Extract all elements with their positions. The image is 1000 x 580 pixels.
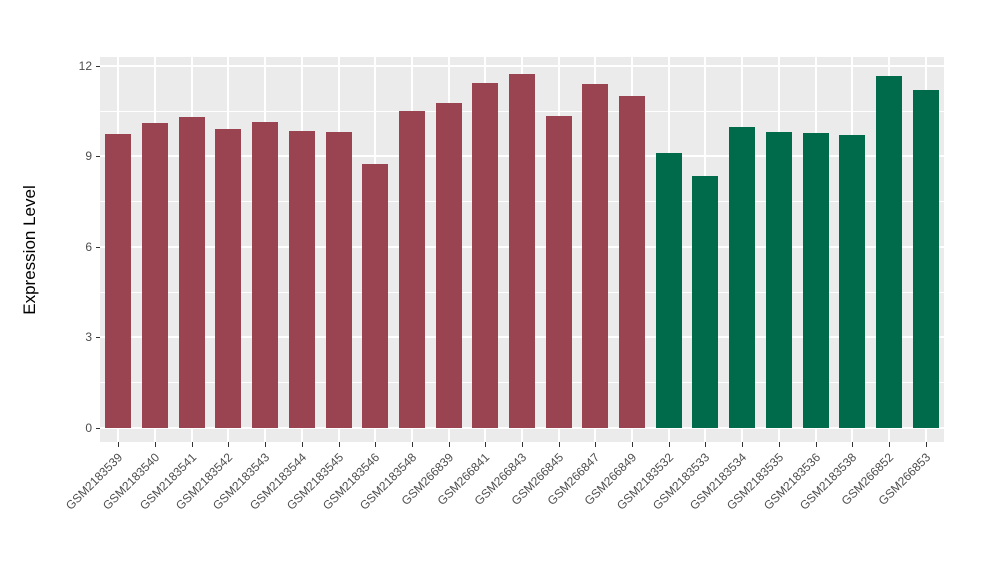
bar-GSM2183538 — [839, 135, 866, 428]
x-tick-mark — [411, 442, 413, 447]
y-tick-label: 9 — [85, 149, 92, 164]
bar-GSM2183541 — [178, 117, 205, 428]
bar-GSM266847 — [582, 84, 609, 428]
bar-GSM266849 — [619, 96, 646, 428]
x-tick-mark — [815, 442, 817, 447]
bar-GSM266839 — [435, 102, 462, 428]
x-tick-mark — [668, 442, 670, 447]
x-tick-mark — [191, 442, 193, 447]
bar-GSM2183539 — [105, 133, 132, 428]
y-tick-label: 12 — [78, 58, 92, 73]
bar-GSM266843 — [509, 74, 535, 428]
x-tick-mark — [595, 442, 597, 447]
x-tick-mark — [228, 442, 230, 447]
y-axis-title: Expression Level — [20, 185, 39, 315]
x-tick-mark — [558, 442, 560, 447]
bar-GSM2183532 — [655, 153, 682, 428]
x-tick-mark — [778, 442, 780, 447]
y-tick-label: 0 — [85, 421, 92, 435]
x-tick-mark — [888, 442, 890, 447]
bar-GSM2183540 — [142, 123, 169, 428]
bar-GSM2183544 — [288, 130, 315, 428]
bar-GSM2183545 — [325, 132, 352, 428]
x-tick-mark — [301, 442, 303, 447]
bar-GSM266845 — [545, 115, 572, 428]
y-tick-mark — [96, 65, 100, 67]
x-tick-mark — [705, 442, 707, 447]
x-tick-mark — [375, 442, 377, 447]
x-tick-mark — [265, 442, 267, 447]
bar-GSM266853 — [912, 90, 939, 428]
x-tick-mark — [338, 442, 340, 447]
plot-panel — [100, 57, 944, 442]
bar-GSM2183534 — [729, 126, 756, 428]
y-tick-mark — [96, 246, 100, 248]
y-tick-mark — [96, 156, 100, 158]
y-tick-label: 6 — [85, 239, 92, 254]
y-tick-label: 3 — [85, 330, 92, 345]
x-tick-mark — [852, 442, 854, 447]
bar-GSM2183533 — [692, 176, 719, 428]
x-tick-mark — [155, 442, 157, 447]
x-tick-mark — [485, 442, 487, 447]
x-tick-mark — [742, 442, 744, 447]
x-tick-mark — [925, 442, 927, 447]
y-tick-mark — [96, 337, 100, 339]
bar-GSM2183536 — [802, 132, 829, 428]
bar-GSM2183543 — [252, 121, 279, 428]
bar-GSM266852 — [875, 75, 902, 428]
x-tick-mark — [448, 442, 450, 447]
x-tick-mark — [118, 442, 120, 447]
bar-GSM2183542 — [215, 129, 242, 428]
y-tick-mark — [96, 428, 100, 429]
bar-GSM2183535 — [765, 131, 792, 428]
bar-GSM266841 — [472, 82, 499, 428]
bar-GSM2183548 — [398, 111, 425, 428]
bar-GSM2183546 — [362, 164, 389, 428]
x-tick-mark — [632, 442, 634, 447]
x-tick-mark — [522, 442, 523, 447]
